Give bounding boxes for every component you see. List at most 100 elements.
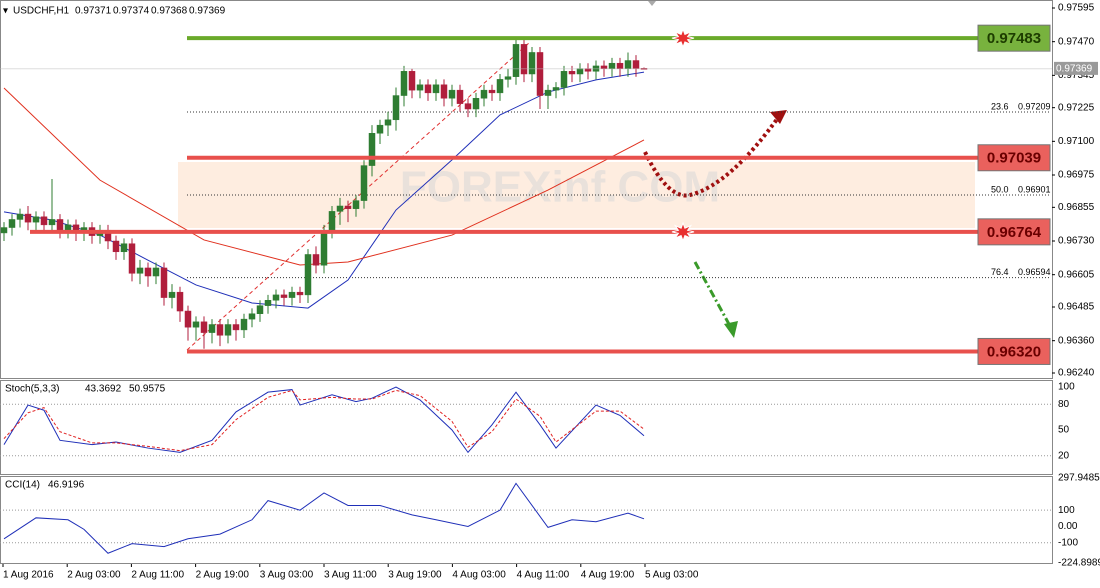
candle-body	[600, 65, 608, 69]
stoch-value: 43.3692	[85, 384, 122, 395]
x-tick-label: 5 Aug 03:00	[645, 570, 699, 581]
candle-body	[192, 321, 200, 328]
level-label: 0.97039	[987, 150, 1041, 167]
candle-body	[400, 71, 408, 96]
y-tick-label: 0.96485	[1058, 302, 1095, 313]
header-price: 0.97374	[113, 6, 150, 17]
level-box	[977, 144, 1051, 172]
x-tick-label: 2 Aug 11:00	[131, 570, 184, 581]
candle-body	[144, 267, 152, 277]
y-tick-label: -100	[1058, 537, 1078, 548]
candle-body	[376, 124, 384, 134]
candle-body	[472, 97, 480, 110]
candle-body	[312, 254, 320, 266]
candle-body	[232, 324, 240, 331]
fib-price: 0.97209	[1018, 101, 1051, 111]
candle-body	[264, 300, 272, 306]
fib-ratio: 76.4	[991, 267, 1009, 277]
candle-body	[272, 294, 280, 301]
candle-body	[616, 62, 624, 69]
fib-price: 0.96594	[1018, 267, 1051, 277]
y-tick-label: 297.9485	[1058, 473, 1100, 484]
cci-panel	[0, 476, 1053, 564]
main-panel	[0, 0, 1053, 379]
down-arrow	[693, 261, 732, 327]
y-tick-label: 20	[1058, 450, 1070, 461]
candle-body	[432, 84, 440, 94]
candle-body	[56, 219, 64, 231]
candle-body	[608, 62, 616, 69]
up-arrow	[643, 113, 782, 198]
candle-body	[48, 219, 56, 226]
candle-body	[480, 89, 488, 99]
y-tick-label: 0.97595	[1058, 3, 1095, 14]
header-price: 0.97371	[75, 6, 112, 17]
y-tick-label: 0.96975	[1058, 170, 1095, 181]
header-price: 0.97368	[151, 6, 188, 17]
candle-body	[336, 205, 344, 212]
candle-body	[488, 89, 496, 94]
candle-body	[448, 89, 456, 99]
candle-body	[552, 87, 560, 91]
header-price: 0.97369	[189, 6, 226, 17]
candle-body	[240, 318, 248, 331]
up-arrow-head	[770, 110, 787, 124]
level-label: 0.96764	[987, 224, 1042, 241]
y-tick-label: 0.96855	[1058, 202, 1095, 213]
candle-body	[8, 219, 16, 228]
candle-body	[176, 291, 184, 312]
candle-body	[536, 52, 544, 96]
x-tick-label: 2 Aug 19:00	[196, 570, 250, 581]
candle-body	[624, 60, 632, 69]
candle-body	[280, 294, 288, 298]
candle-body	[136, 267, 144, 274]
down-arrow-head	[724, 321, 738, 338]
candle-body	[120, 243, 128, 253]
cci-value: 46.9196	[48, 480, 85, 491]
candle-body	[360, 165, 368, 201]
candle-body	[16, 213, 24, 220]
candle-body	[568, 71, 576, 75]
header-marker: ▾	[3, 6, 8, 17]
candle-body	[24, 213, 32, 223]
candle-body	[216, 324, 224, 336]
watermark: FOREXinf.COM	[400, 163, 720, 212]
candle-body	[328, 211, 336, 231]
candle-body	[408, 71, 416, 91]
x-tick-label: 3 Aug 19:00	[388, 570, 442, 581]
candle-body	[512, 44, 520, 77]
candle-body	[368, 133, 376, 166]
starburst	[671, 221, 695, 243]
y-tick-label: 100	[1058, 382, 1075, 393]
candle-body	[464, 103, 472, 110]
cci-name: CCI(14)	[5, 480, 40, 491]
level-box	[977, 337, 1051, 365]
price-tag	[1054, 61, 1098, 75]
x-tick-label: 4 Aug 03:00	[452, 570, 506, 581]
level-label: 0.96320	[987, 343, 1041, 360]
starburst	[671, 27, 695, 49]
candle-body	[392, 95, 400, 121]
candle-body	[184, 310, 192, 328]
candle-body	[320, 229, 328, 266]
y-tick-label: 0.97470	[1058, 36, 1095, 47]
candle-body	[576, 68, 584, 75]
y-tick-label: 0.97100	[1058, 136, 1095, 147]
level-box	[977, 24, 1051, 52]
candle-body	[224, 324, 232, 336]
candle-body	[344, 205, 352, 209]
candle-body	[296, 291, 304, 296]
candle-body	[520, 44, 528, 75]
candle-body	[456, 89, 464, 104]
candle-body	[384, 119, 392, 126]
candle-body	[168, 291, 176, 298]
stoch-line	[3, 389, 645, 452]
price-tag-label: 0.97369	[1056, 64, 1093, 75]
candle-body	[632, 60, 640, 69]
candle-body	[504, 76, 512, 80]
y-tick-label: 0.97225	[1058, 102, 1095, 113]
x-tick-label: 3 Aug 03:00	[260, 570, 314, 581]
stoch-panel	[0, 380, 1053, 475]
candle-body	[256, 305, 264, 314]
